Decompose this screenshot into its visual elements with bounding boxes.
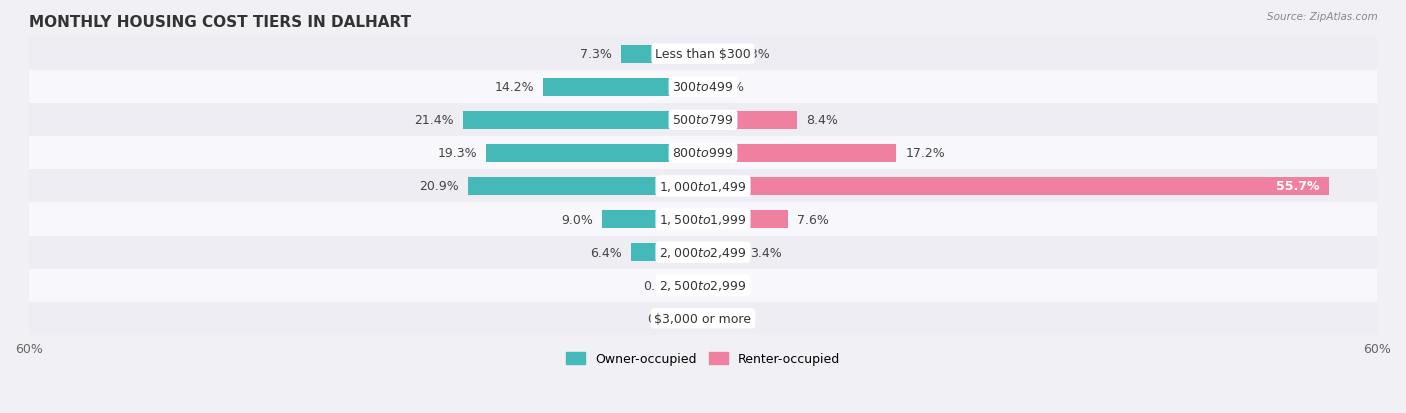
Bar xyxy=(602,210,703,228)
Text: 6.4%: 6.4% xyxy=(591,246,621,259)
Text: 0.95%: 0.95% xyxy=(644,279,683,292)
Bar xyxy=(30,302,1376,335)
Legend: Owner-occupied, Renter-occupied: Owner-occupied, Renter-occupied xyxy=(561,347,845,370)
Text: 7.3%: 7.3% xyxy=(581,48,612,61)
Bar xyxy=(463,112,703,130)
Bar xyxy=(30,71,1376,104)
Text: 2.3%: 2.3% xyxy=(738,48,769,61)
Bar xyxy=(692,276,703,294)
Bar xyxy=(703,112,797,130)
Bar xyxy=(703,178,1329,196)
Bar xyxy=(703,45,728,64)
Bar xyxy=(30,137,1376,170)
Text: $3,000 or more: $3,000 or more xyxy=(655,312,751,325)
Bar xyxy=(30,104,1376,137)
Bar xyxy=(703,243,741,261)
Text: 3.4%: 3.4% xyxy=(751,246,782,259)
Text: 0.0%: 0.0% xyxy=(711,312,744,325)
Bar xyxy=(30,170,1376,203)
Text: 7.6%: 7.6% xyxy=(797,213,830,226)
Bar xyxy=(30,38,1376,71)
Bar xyxy=(696,309,703,328)
Text: 0.0%: 0.0% xyxy=(711,81,744,94)
Text: 0.0%: 0.0% xyxy=(711,279,744,292)
Bar xyxy=(631,243,703,261)
Bar xyxy=(621,45,703,64)
Text: $2,000 to $2,499: $2,000 to $2,499 xyxy=(659,245,747,259)
Text: $1,000 to $1,499: $1,000 to $1,499 xyxy=(659,180,747,193)
Text: 8.4%: 8.4% xyxy=(807,114,838,127)
Text: 0.64%: 0.64% xyxy=(647,312,686,325)
Bar xyxy=(30,236,1376,269)
Bar xyxy=(486,145,703,163)
Text: Less than $300: Less than $300 xyxy=(655,48,751,61)
Bar xyxy=(30,269,1376,302)
Text: $1,500 to $1,999: $1,500 to $1,999 xyxy=(659,213,747,226)
Text: $300 to $499: $300 to $499 xyxy=(672,81,734,94)
Text: 17.2%: 17.2% xyxy=(905,147,945,160)
Text: $500 to $799: $500 to $799 xyxy=(672,114,734,127)
Text: 9.0%: 9.0% xyxy=(561,213,593,226)
Bar xyxy=(30,203,1376,236)
Bar xyxy=(544,78,703,97)
Text: 14.2%: 14.2% xyxy=(495,81,534,94)
Text: Source: ZipAtlas.com: Source: ZipAtlas.com xyxy=(1267,12,1378,22)
Text: 19.3%: 19.3% xyxy=(437,147,477,160)
Text: $2,500 to $2,999: $2,500 to $2,999 xyxy=(659,278,747,292)
Bar xyxy=(703,145,896,163)
Bar xyxy=(468,178,703,196)
Text: $800 to $999: $800 to $999 xyxy=(672,147,734,160)
Text: MONTHLY HOUSING COST TIERS IN DALHART: MONTHLY HOUSING COST TIERS IN DALHART xyxy=(30,15,411,30)
Bar xyxy=(703,210,789,228)
Text: 20.9%: 20.9% xyxy=(419,180,460,193)
Text: 55.7%: 55.7% xyxy=(1277,180,1320,193)
Text: 21.4%: 21.4% xyxy=(413,114,454,127)
